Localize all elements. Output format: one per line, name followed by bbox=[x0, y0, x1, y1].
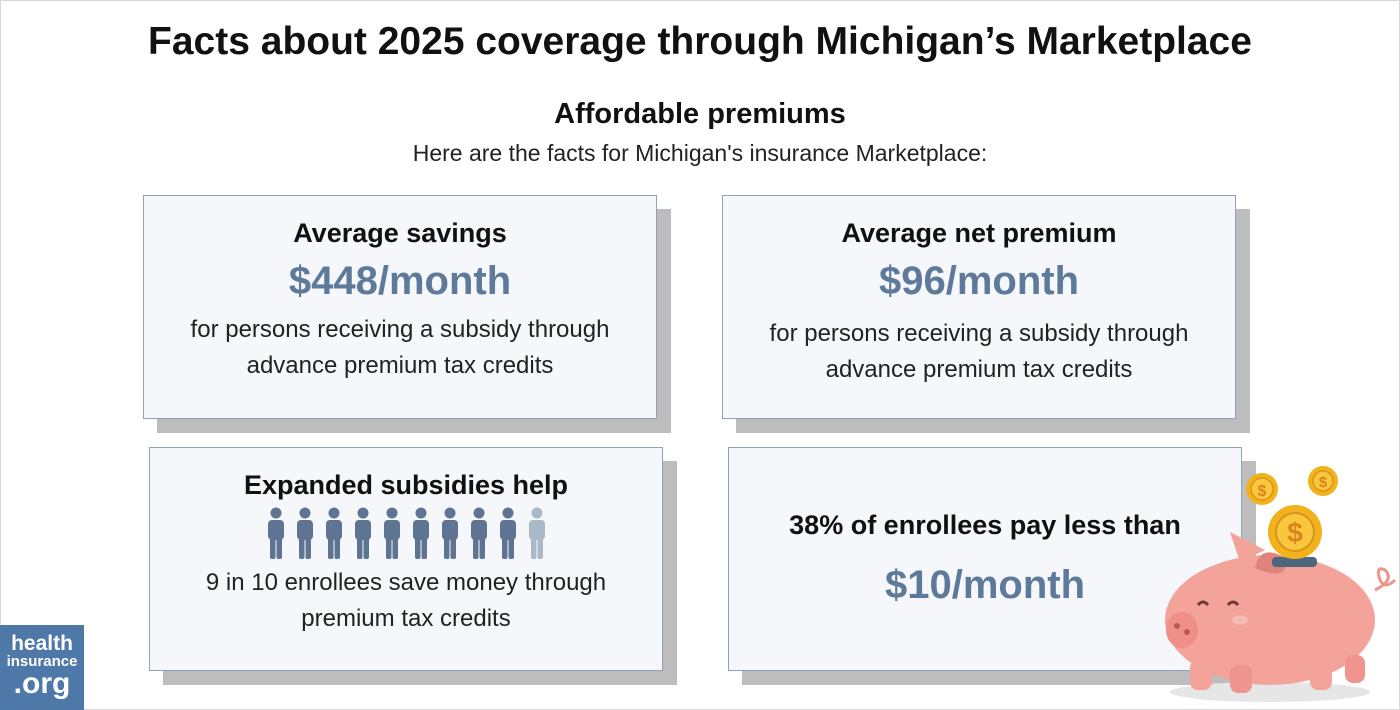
card-heading: Average savings bbox=[293, 218, 507, 248]
logo-line: insurance bbox=[6, 653, 78, 670]
card-value: $10/month bbox=[884, 563, 1086, 607]
card-heading: Expanded subsidies help bbox=[243, 470, 569, 500]
person-icon bbox=[500, 507, 516, 559]
card-heading: Average net premium bbox=[841, 218, 1117, 248]
person-icon bbox=[413, 507, 429, 559]
line: premium tax credits bbox=[301, 605, 511, 632]
svg-text:$: $ bbox=[1319, 474, 1328, 491]
section-heading: Affordable premiums bbox=[554, 98, 846, 130]
person-icon bbox=[471, 507, 487, 559]
card-value: $96/month bbox=[878, 259, 1080, 303]
line: advance premium tax credits bbox=[246, 352, 554, 379]
person-icon bbox=[326, 507, 342, 559]
logo: health insurance .org bbox=[0, 625, 84, 710]
title: Facts about 2025 coverage through Michig… bbox=[148, 20, 1252, 63]
person-icon bbox=[297, 507, 313, 559]
card-value: $448/month bbox=[288, 259, 512, 303]
card-description: for persons receiving a subsidy through a… bbox=[144, 312, 656, 384]
card: Average net premium $96/month for person… bbox=[722, 195, 1236, 419]
person-icon bbox=[529, 507, 545, 559]
line: for persons receiving a subsidy through bbox=[190, 316, 610, 343]
card-description: 9 in 10 enrollees save money through prem… bbox=[150, 565, 662, 637]
person-icon bbox=[355, 507, 371, 559]
people-icons bbox=[268, 507, 545, 559]
person-icon bbox=[268, 507, 284, 559]
svg-text:$: $ bbox=[1287, 517, 1303, 548]
line: 9 in 10 enrollees save money through bbox=[205, 569, 607, 596]
card: 38% of enrollees pay less than $10/month bbox=[728, 447, 1242, 671]
line: for persons receiving a subsidy through bbox=[769, 320, 1189, 347]
logo-line: .org bbox=[13, 667, 71, 700]
card: Expanded subsidies help 9 in 10 enrollee… bbox=[149, 447, 663, 671]
card-description: for persons receiving a subsidy through a… bbox=[723, 316, 1235, 388]
intro: Here are the facts for Michigan's insura… bbox=[412, 140, 988, 166]
card-heading: 38% of enrollees pay less than bbox=[789, 510, 1181, 540]
person-icon bbox=[442, 507, 458, 559]
card: Average savings $448/month for persons r… bbox=[143, 195, 657, 419]
piggy-bank: $ $ $ bbox=[1165, 466, 1397, 702]
svg-text:$: $ bbox=[1258, 483, 1267, 500]
person-icon bbox=[384, 507, 400, 559]
line: advance premium tax credits bbox=[825, 356, 1133, 383]
logo-line: health bbox=[11, 632, 73, 655]
